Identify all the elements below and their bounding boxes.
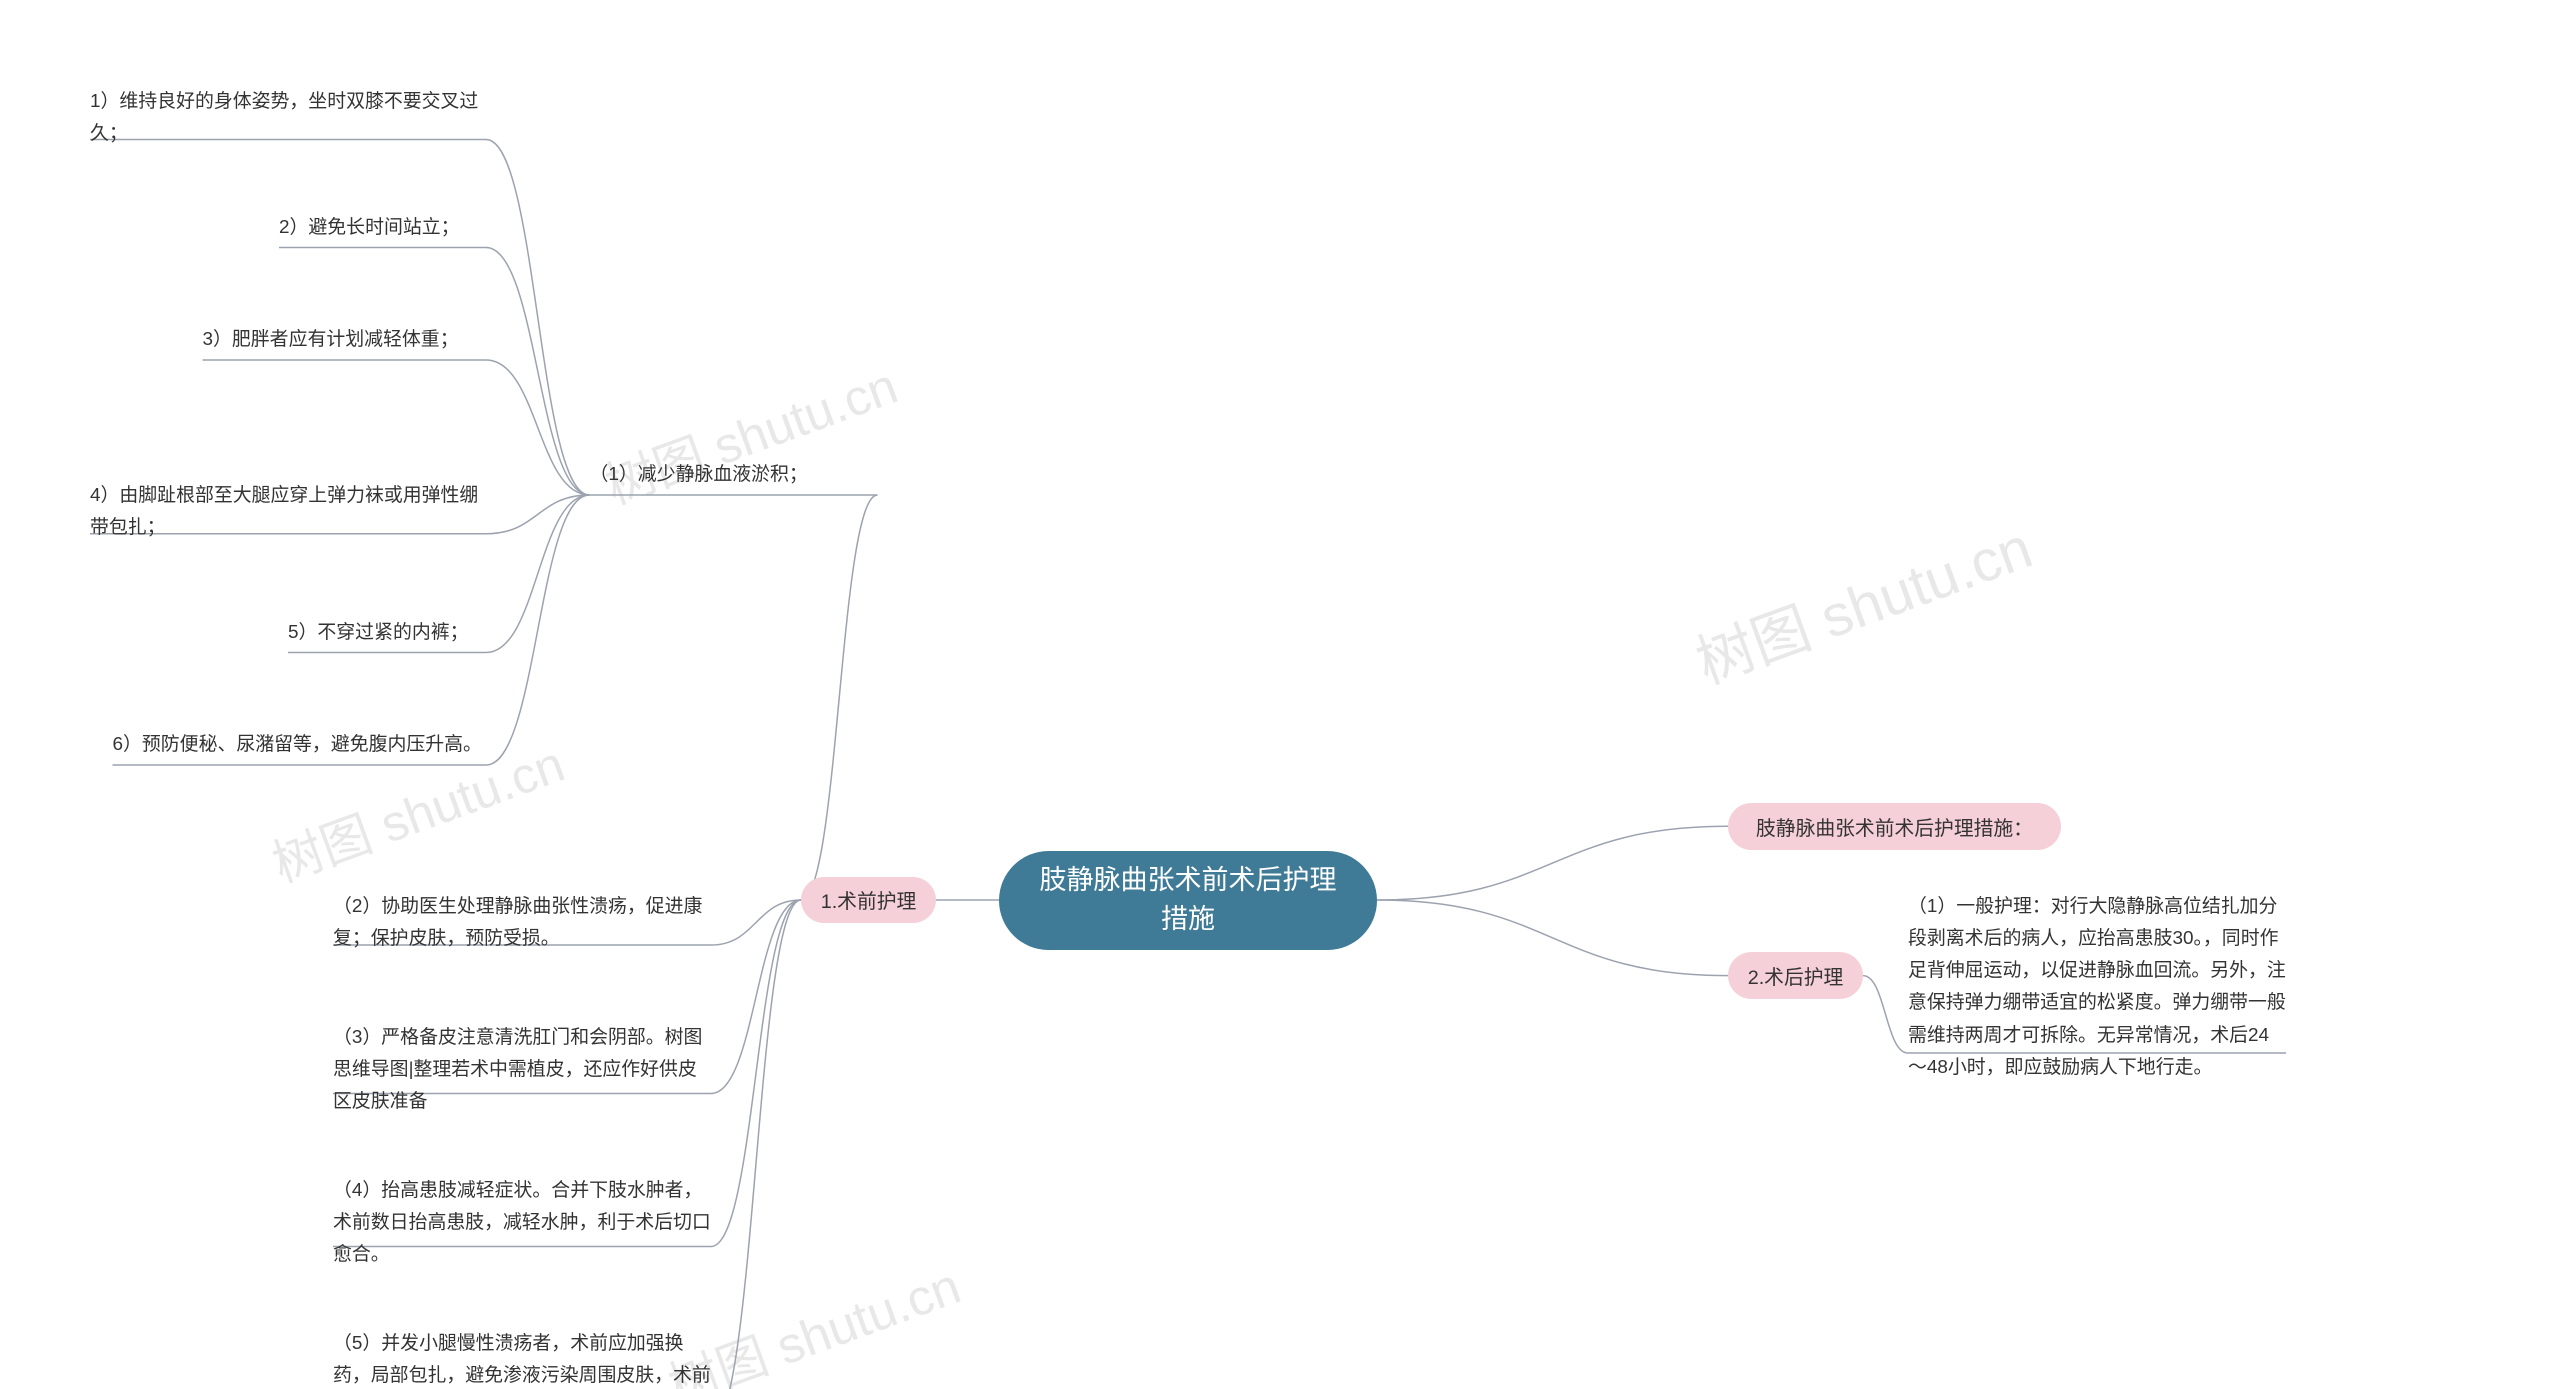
left-item-3: （3）严格备皮注意清洗肛门和会阴部。树图思维导图|整理若术中需植皮，还应作好供皮… [333,1022,711,1118]
left-item-1-sub-2: 2）避免长时间站立； [279,212,486,248]
right-branch-1-pill: 肢静脉曲张术前术后护理措施： [1728,803,2061,850]
left-item-1-sub-6: 6）预防便秘、尿潴留等，避免腹内压升高。 [113,729,487,765]
left-item-1: （1）减少静脉血液淤积； [590,459,878,495]
right-branch-2-pill: 2.术后护理 [1728,952,1863,999]
left-item-1-sub-5: 5）不穿过紧的内裤； [288,617,486,653]
left-item-5: （5）并发小腿慢性溃疡者，术前应加强换药，局部包扎，避免渗液污染周围皮肤，术前2… [333,1328,711,1389]
left-item-1-sub-1: 1）维持良好的身体姿势，坐时双膝不要交叉过久； [90,86,486,150]
root-node: 肢静脉曲张术前术后护理措施 [999,851,1377,950]
right-branch-2-child: （1）一般护理：对行大隐静脉高位结扎加分段剥离术后的病人，应抬高患肢30。，同时… [1908,891,2286,1084]
left-branch-pill: 1.术前护理 [801,877,936,924]
root-label: 肢静脉曲张术前术后护理措施 [1040,861,1337,939]
watermark: 树图 shutu.cn [1683,501,2042,700]
left-item-2: （2）协助医生处理静脉曲张性溃疡，促进康复；保护皮肤，预防受损。 [333,891,711,955]
left-item-4: （4）抬高患肢减轻症状。合并下肢水肿者，术前数日抬高患肢，减轻水肿，利于术后切口… [333,1175,711,1271]
left-item-1-sub-4: 4）由脚趾根部至大腿应穿上弹力袜或用弹性绷带包扎； [90,480,486,544]
left-item-1-sub-3: 3）肥胖者应有计划减轻体重； [203,324,487,360]
